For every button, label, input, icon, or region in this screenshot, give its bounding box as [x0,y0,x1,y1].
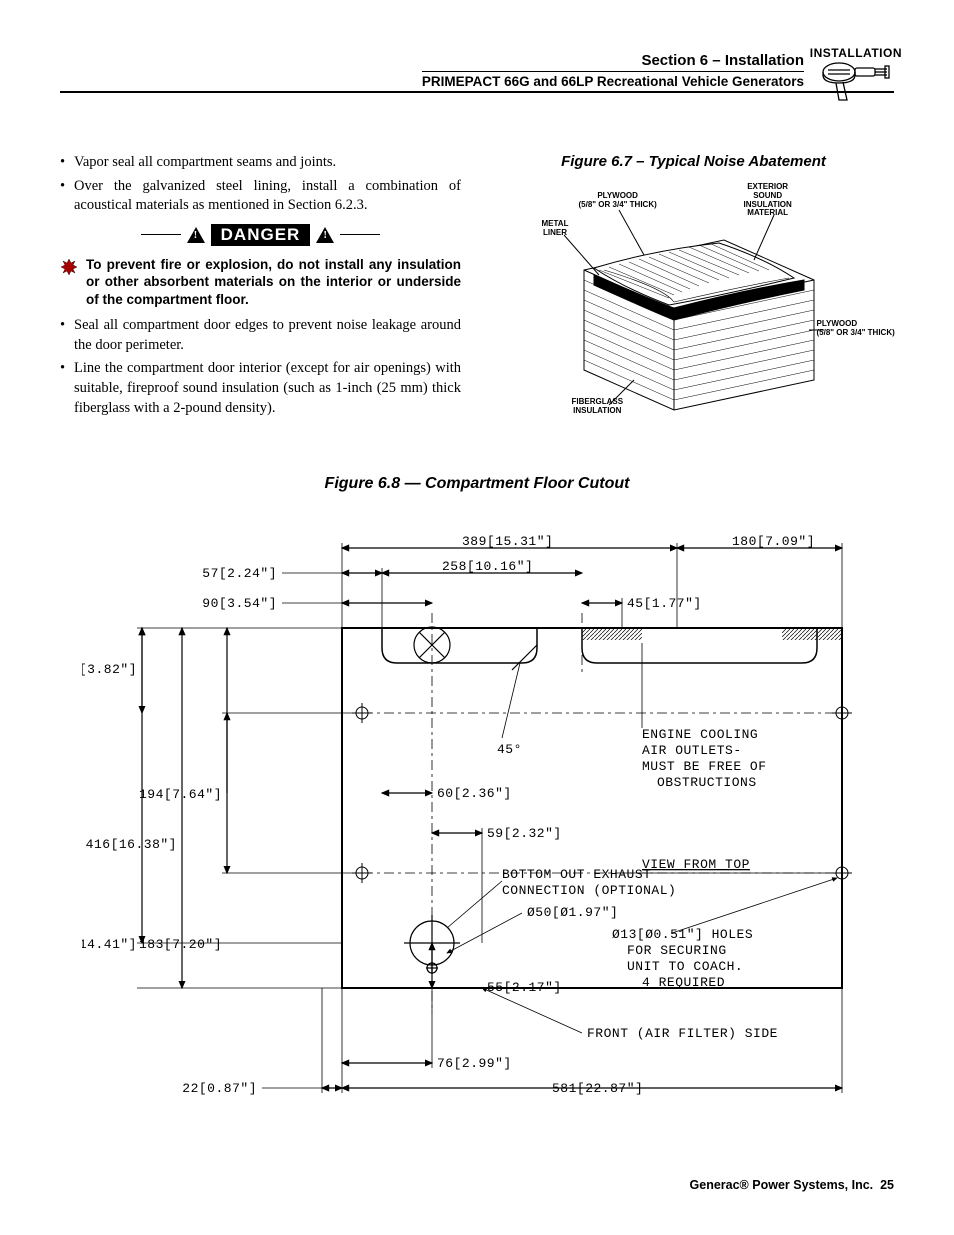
dim-45: 45[1.77"] [627,596,702,611]
dim-389: 389[15.31"] [462,534,553,549]
dim-194: 194[7.64"] [139,787,222,802]
bullet-item: Seal all compartment door edges to preve… [60,316,461,355]
dim-o50: Ø50[Ø1.97"] [527,905,618,920]
figure-6-7-title: Figure 6.7 – Typical Noise Abatement [493,153,894,170]
dim-183: 183[7.20"] [139,937,222,952]
danger-banner: DANGER [60,224,461,246]
footer-company: Generac® Power Systems, Inc. [690,1178,874,1192]
angle-45: 45° [497,742,522,757]
note-holes: Ø13[Ø0.51"] HOLESFOR SECURINGUNIT TO COA… [612,927,753,990]
footer-page: 25 [880,1178,894,1192]
dim-57: 57[2.24"] [202,566,277,581]
explosion-icon [60,258,78,309]
danger-label: DANGER [211,224,311,246]
drill-icon [821,60,891,104]
label-fiberglass: FIBERGLASS INSULATION [572,398,624,416]
left-column: Vapor seal all compartment seams and joi… [60,153,461,425]
dim-60: 60[2.36"] [437,786,512,801]
label-metal: METAL LINER [542,220,569,238]
warning-triangle-icon [316,227,334,243]
label-exterior: EXTERIOR SOUND INSULATION MATERIAL [744,183,792,218]
dim-22: 22[0.87"] [182,1081,257,1096]
bullet-item: Vapor seal all compartment seams and joi… [60,153,461,173]
label-plywood-right: PLYWOOD (5/8" OR 3/4" THICK) [817,320,895,338]
danger-text: To prevent fire or explosion, do not ins… [86,256,461,309]
warning-triangle-icon [187,227,205,243]
installation-badge: INSTALLATION [810,46,902,109]
page: Section 6 – Installation PRIMEPACT 66G a… [0,0,954,1222]
section-title: Section 6 – Installation [422,52,804,69]
bullet-list-top: Vapor seal all compartment seams and joi… [60,153,461,216]
dim-59: 59[2.32"] [487,826,562,841]
noise-abatement-diagram: PLYWOOD (5/8" OR 3/4" THICK) EXTERIOR SO… [524,180,864,425]
figure-6-8-title: Figure 6.8 — Compartment Floor Cutout [60,475,894,493]
dim-97: 97[3.82"] [82,662,137,677]
note-exhaust: BOTTOM OUT EXHAUSTCONNECTION (OPTIONAL) [502,867,676,898]
danger-text-row: To prevent fire or explosion, do not ins… [60,256,461,309]
dim-180: 180[7.09"] [732,534,815,549]
label-plywood-top: PLYWOOD (5/8" OR 3/4" THICK) [579,192,657,210]
content-columns: Vapor seal all compartment seams and joi… [60,153,894,425]
bullet-list-bottom: Seal all compartment door edges to preve… [60,316,461,418]
note-cooling: ENGINE COOLINGAIR OUTLETS-MUST BE FREE O… [642,727,767,790]
page-footer: Generac® Power Systems, Inc. 25 [60,1178,894,1192]
dim-258: 258[10.16"] [442,559,533,574]
dim-76: 76[2.99"] [437,1056,512,1071]
dim-581: 581[22.87"] [552,1081,643,1096]
bullet-item: Over the galvanized steel lining, instal… [60,177,461,216]
compartment-cutout-diagram: 389[15.31"] 180[7.09"] 57[2.24"] 258[10.… [82,513,872,1138]
right-column: Figure 6.7 – Typical Noise Abatement [493,153,894,425]
product-title: PRIMEPACT 66G and 66LP Recreational Vehi… [422,71,804,89]
installation-label: INSTALLATION [810,46,902,60]
dim-55: 55[2.17"] [487,980,562,995]
dim-90: 90[3.54"] [202,596,277,611]
bullet-item: Line the compartment door interior (exce… [60,359,461,418]
banner-rule [141,234,181,236]
dim-366: 366[14.41"] [82,937,137,952]
dim-416: 416[16.38"] [86,837,177,852]
note-front: FRONT (AIR FILTER) SIDE [587,1026,778,1041]
banner-rule [340,234,380,236]
page-header: Section 6 – Installation PRIMEPACT 66G a… [60,52,894,93]
note-view: VIEW FROM TOP [642,857,750,872]
